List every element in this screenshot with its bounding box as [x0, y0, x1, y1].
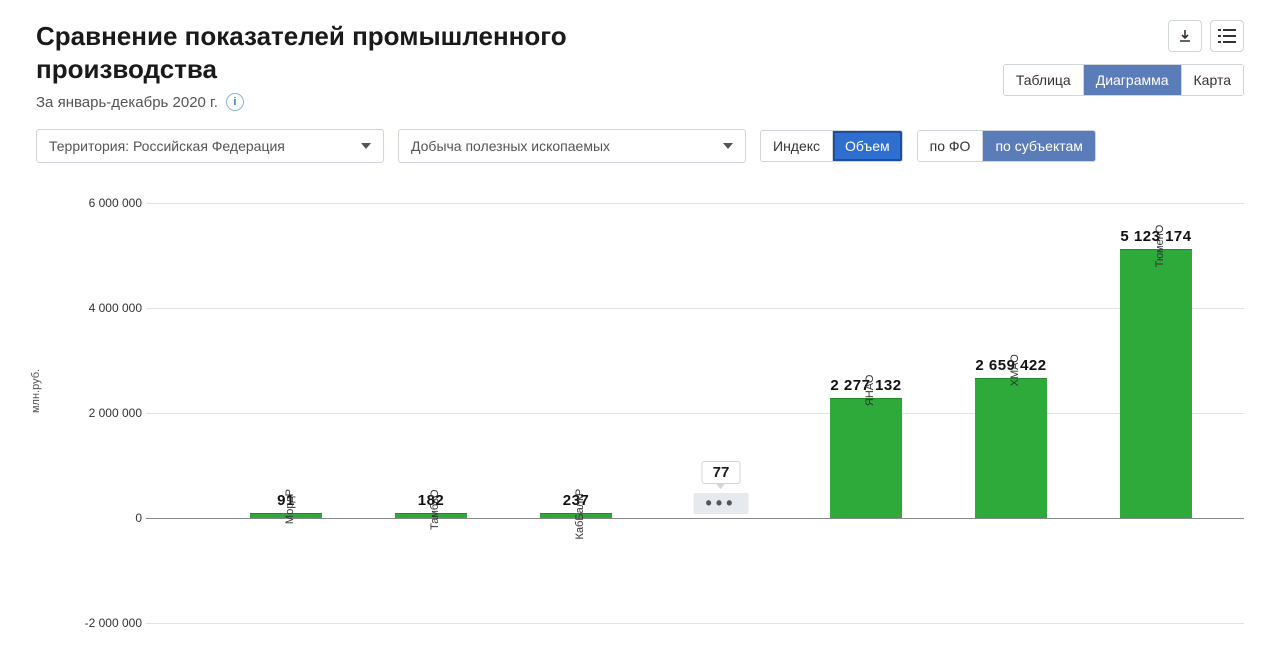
tab-map[interactable]: Карта [1182, 65, 1243, 95]
chevron-down-icon [723, 143, 733, 149]
y-tick-label: 4 000 000 [76, 301, 142, 315]
bar-category-label: ТамбвО [429, 489, 441, 529]
indicator-select[interactable]: Добыча полезных ископаемых [398, 129, 746, 163]
y-tick-label: 6 000 000 [76, 196, 142, 210]
y-axis-label: млн.руб. [30, 369, 42, 413]
download-button[interactable] [1168, 20, 1202, 52]
y-tick-label: 0 [76, 511, 142, 525]
ellipsis-icon: ••• [694, 493, 749, 514]
more-count: 77 [702, 461, 741, 484]
bar-category-label: ЯНАО [864, 374, 876, 406]
chart: млн.руб. -2 000 00002 000 0004 000 0006 … [36, 203, 1244, 623]
bar[interactable] [830, 398, 902, 518]
bar-category-label: ХМАО [1009, 354, 1021, 386]
info-icon[interactable]: i [226, 93, 244, 111]
y-tick-label: 2 000 000 [76, 406, 142, 420]
list-button[interactable] [1210, 20, 1244, 52]
download-icon [1177, 28, 1193, 44]
subtitle: За январь-декабрь 2020 г. [36, 94, 218, 111]
territory-select[interactable]: Территория: Российская Федерация [36, 129, 384, 163]
grouping-toggle: по ФО по субъектам [917, 130, 1096, 162]
chevron-down-icon [361, 143, 371, 149]
indicator-select-value: Добыча полезных ископаемых [411, 138, 610, 154]
list-icon [1218, 29, 1236, 43]
view-tabs: Таблица Диаграмма Карта [1003, 64, 1244, 96]
grid-line [146, 623, 1244, 624]
metric-toggle: Индекс Объем [760, 130, 903, 162]
y-tick-label: -2 000 000 [76, 616, 142, 630]
tab-table[interactable]: Таблица [1004, 65, 1084, 95]
bar[interactable] [975, 378, 1047, 518]
bar[interactable] [1120, 249, 1192, 518]
more-items-button[interactable]: 77 ••• [694, 461, 749, 514]
page-title: Сравнение показателей промышленного прои… [36, 20, 596, 85]
bar-category-label: МордР [284, 489, 296, 524]
bar-category-label: ТюменО [1154, 225, 1166, 268]
metric-index-button[interactable]: Индекс [761, 131, 833, 161]
group-subj-button[interactable]: по субъектам [983, 131, 1094, 161]
territory-select-value: Территория: Российская Федерация [49, 138, 285, 154]
tab-chart[interactable]: Диаграмма [1084, 65, 1182, 95]
chevron-down-icon [716, 483, 726, 489]
bar-category-label: КабБалкР [574, 489, 586, 540]
metric-volume-button[interactable]: Объем [833, 131, 902, 161]
group-fo-button[interactable]: по ФО [918, 131, 984, 161]
